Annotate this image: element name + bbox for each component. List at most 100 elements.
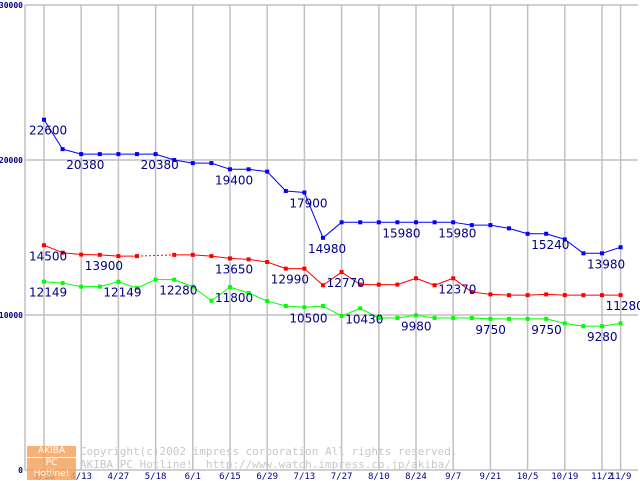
logo-bottom: PC Hotline! [27,458,76,480]
series-blue-segment [267,172,286,191]
series-red-segment [528,294,547,295]
series-red-point [581,293,585,297]
series-blue-point [488,223,492,227]
series-green-segment [304,306,323,307]
series-blue-data-label: 20380 [66,158,104,172]
series-red-segment [397,278,416,284]
series-red-point [526,293,530,297]
series-blue-segment [249,169,268,171]
y-tick-label: 0 [18,466,23,475]
series-red-point [377,283,381,287]
series-green-point [42,280,46,284]
series-green-data-label: 12149 [103,286,141,300]
x-tick-label: 9/7 [445,472,461,480]
series-green-point [563,321,567,325]
series-red-point [340,270,344,274]
series-red-point [172,253,176,257]
series-green-point [507,317,511,321]
copyright-line: Copyright(c)2002 impress corporation All… [80,445,458,458]
series-green-segment [602,323,621,326]
series-red-point [619,293,623,297]
series-red-point [488,292,492,296]
series-green-data-label: 9280 [587,330,618,344]
x-tick-label: 9/21 [480,472,502,480]
series-blue-point [619,245,623,249]
series-red-point [414,276,418,280]
site-line: AKIBA PC Hotline! http://www.watch.impre… [80,458,451,471]
series-blue-point [247,167,251,171]
series-blue-data-label: 17900 [289,197,327,211]
series-blue-point [526,232,530,236]
x-tick-label: 11/9 [610,472,632,480]
series-blue-point [116,152,120,156]
series-red-point [507,293,511,297]
copyright-watermark: Copyright(c)2002 impress corporation All… [80,445,458,471]
series-red-point [395,283,399,287]
series-green-segment [286,306,305,307]
series-blue-point [98,152,102,156]
series-green-point [470,316,474,320]
series-green-point [302,305,306,309]
series-blue-point [321,236,325,240]
y-tick-label: 20000 [0,156,23,165]
series-blue-point [507,226,511,230]
series-red-data-label: 13900 [85,259,123,273]
series-blue-point [340,220,344,224]
x-tick-label: 6/15 [219,472,241,480]
logo-top: AKIBA [27,446,76,457]
series-green-segment [565,323,584,326]
series-blue-point [79,152,83,156]
x-tick-label: 10/19 [551,472,578,480]
series-green-point [265,299,269,303]
series-red-point [544,292,548,296]
series-green-point [544,317,548,321]
series-green-point [209,299,213,303]
series-blue-point [265,170,269,174]
series-blue-point [284,189,288,193]
series-blue-data-label: 22600 [29,124,67,138]
series-blue-data-label: 19400 [215,173,253,187]
series-red-point [321,283,325,287]
series-red-segment [416,278,435,285]
series-red-point [98,253,102,257]
series-red-data-label: 12370 [438,282,476,296]
x-tick-label: 7/27 [331,472,353,480]
series-green-segment [267,301,286,306]
series-blue-segment [453,222,472,225]
series-red-point [247,257,251,261]
series-blue-point [544,232,548,236]
x-tick-label: 7/13 [294,472,316,480]
series-blue-point [191,161,195,165]
y-tick-label: 10000 [0,311,23,320]
series-red-point [116,254,120,258]
series-blue-data-label: 14980 [308,242,346,256]
series-green-point [284,304,288,308]
series-green-point [340,314,344,318]
series-blue-point [61,147,65,151]
series-blue-segment [211,163,230,169]
series-green-point [61,281,65,285]
series-red-point [191,253,195,257]
series-green-point [488,317,492,321]
series-red-point [265,260,269,264]
series-blue-point [228,167,232,171]
series-green-data-label: 11800 [215,291,253,305]
series-blue-data-label: 13980 [587,257,625,271]
y-tick-label: 30000 [0,1,23,10]
series-red-point [209,254,213,258]
series-blue-point [581,251,585,255]
series-red-segment [230,258,249,259]
series-red-point [284,267,288,271]
series-red-segment [546,294,565,295]
series-green-data-label: 10500 [289,311,327,325]
series-red-segment [490,294,509,295]
series-green-data-label: 12280 [159,284,197,298]
series-blue-point [302,191,306,195]
x-tick-label: 8/10 [368,472,390,480]
series-red-data-label: 11280 [606,299,640,313]
series-red-segment [267,262,286,269]
series-green-data-label: 9750 [475,323,506,337]
series-blue-point [433,220,437,224]
series-red-data-label: 13650 [215,262,253,276]
